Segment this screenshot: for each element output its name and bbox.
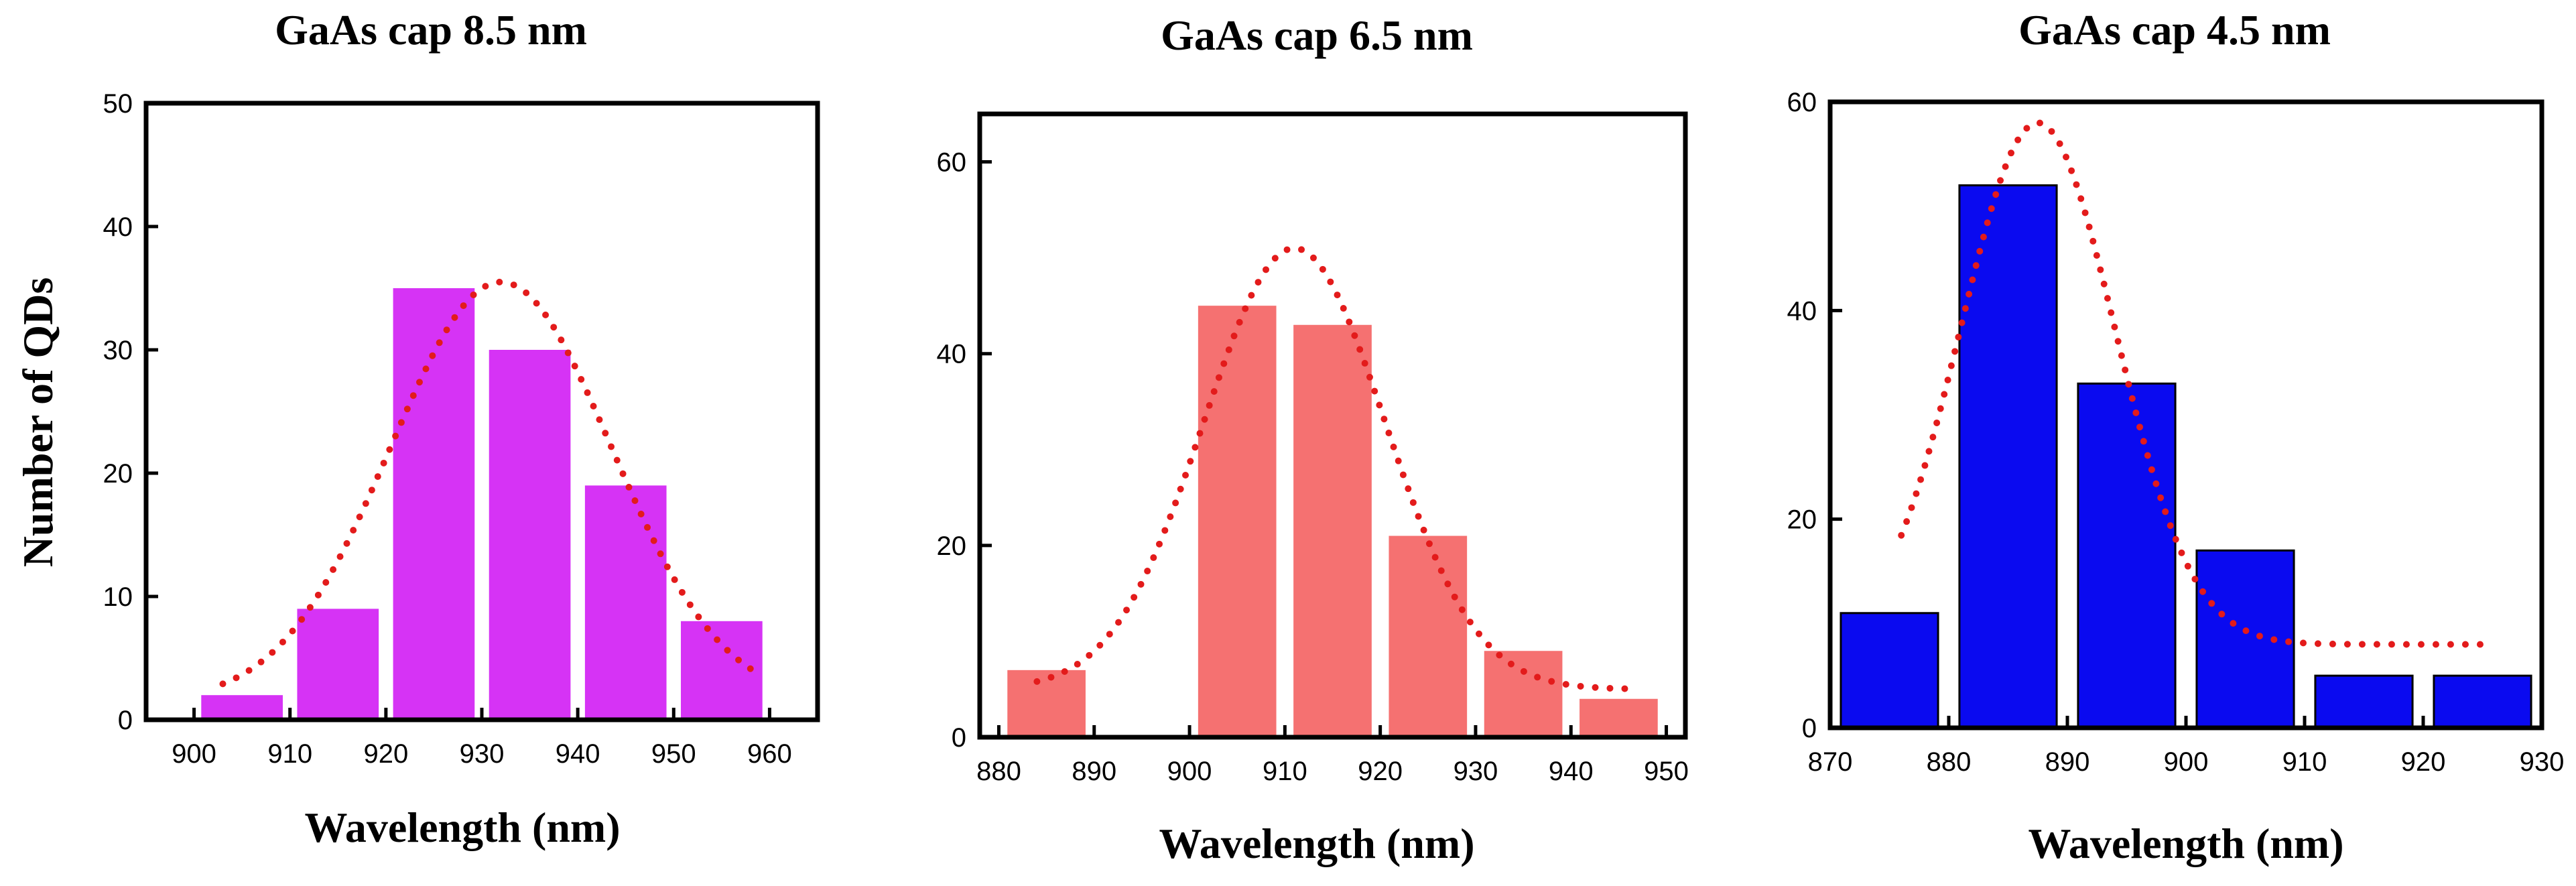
y-tick-label: 50 xyxy=(103,89,133,119)
bar xyxy=(2077,382,2177,729)
x-axis-label: Wavelength (nm) xyxy=(1159,820,1474,867)
bar xyxy=(489,350,571,720)
bar xyxy=(1293,324,1372,737)
bar xyxy=(1958,184,2058,729)
x-tick-label: 880 xyxy=(976,757,1021,786)
x-tick-label: 920 xyxy=(363,739,408,769)
y-tick-label: 60 xyxy=(937,148,967,178)
y-tick-label: 60 xyxy=(1787,88,1817,117)
panel-cap-4-5nm: GaAs cap 4.5 nm Wavelength (nm) 870 880 89… xyxy=(1787,6,2565,867)
bar xyxy=(1007,670,1086,737)
y-tick-label: 30 xyxy=(103,336,133,365)
y-tick-label: 0 xyxy=(118,706,133,735)
x-tick-label: 920 xyxy=(2401,747,2446,777)
bar xyxy=(297,609,379,720)
panel-cap-8-5nm: GaAs cap 8.5 nm Number of QDs Wavelength… xyxy=(14,6,820,851)
x-tick-label: 910 xyxy=(1263,757,1307,786)
panel-title: GaAs cap 6.5 nm xyxy=(1161,11,1473,59)
y-tick-label: 20 xyxy=(1787,505,1817,535)
y-tick-label: 20 xyxy=(937,531,967,561)
bar xyxy=(2195,549,2295,729)
bar xyxy=(584,485,667,720)
x-axis-label: Wavelength (nm) xyxy=(2028,820,2343,867)
bar xyxy=(1840,612,1939,729)
x-tick-label: 910 xyxy=(2282,747,2327,777)
y-tick-label: 40 xyxy=(1787,296,1817,326)
bar xyxy=(1198,306,1277,738)
x-tick-label: 920 xyxy=(1358,757,1403,786)
x-tick-label: 890 xyxy=(1072,757,1116,786)
x-tick-label: 900 xyxy=(172,739,216,769)
x-tick-label: 910 xyxy=(267,739,312,769)
fit-curve xyxy=(1033,245,1641,692)
x-tick-label: 930 xyxy=(2520,747,2565,777)
y-axis-label: Number of QDs xyxy=(14,277,62,568)
bar xyxy=(201,695,283,720)
panel-cap-6-5nm: GaAs cap 6.5 nm Wavelength (nm) 880 890 90… xyxy=(937,11,1689,867)
x-tick-label: 900 xyxy=(2164,747,2209,777)
x-tick-label: 960 xyxy=(747,739,792,769)
x-tick-label: 900 xyxy=(1167,757,1212,786)
bar xyxy=(2433,674,2532,729)
y-tick-label: 0 xyxy=(1802,714,1817,743)
fit-curve xyxy=(1898,119,2498,648)
x-tick-label: 950 xyxy=(1644,757,1689,786)
x-tick-label: 930 xyxy=(460,739,505,769)
fit-curve xyxy=(219,278,754,688)
x-tick-label: 870 xyxy=(1808,747,1853,777)
x-tick-label: 950 xyxy=(651,739,696,769)
bar xyxy=(393,288,475,720)
x-tick-label: 880 xyxy=(1927,747,1972,777)
bar xyxy=(2314,674,2414,729)
bar xyxy=(1389,535,1468,737)
panel-title: GaAs cap 8.5 nm xyxy=(275,6,587,54)
bar xyxy=(1580,698,1658,737)
x-axis-label: Wavelength (nm) xyxy=(304,804,620,851)
y-tick-label: 40 xyxy=(937,340,967,369)
y-tick-label: 0 xyxy=(952,723,966,753)
plot-frame xyxy=(977,111,1688,740)
y-tick-label: 20 xyxy=(103,459,133,489)
y-tick-label: 40 xyxy=(103,212,133,242)
x-tick-label: 940 xyxy=(1549,757,1594,786)
y-tick-label: 10 xyxy=(103,582,133,612)
panel-title: GaAs cap 4.5 nm xyxy=(2018,6,2331,54)
x-tick-label: 890 xyxy=(2045,747,2090,777)
x-tick-label: 940 xyxy=(556,739,600,769)
bar xyxy=(1484,651,1563,737)
x-tick-label: 930 xyxy=(1454,757,1498,786)
